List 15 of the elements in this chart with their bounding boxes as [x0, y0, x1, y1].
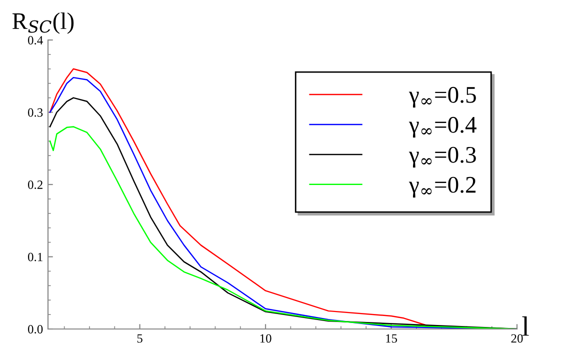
y-tick-label: 0.2 [28, 180, 42, 190]
legend-label: γ$_{∞}$=0.4 [408, 116, 476, 138]
x-tick-label: 5 [137, 334, 142, 343]
y-tick-label: 0.3 [28, 108, 43, 117]
legend-label: γ$_{∞}$=0.3 [408, 146, 476, 168]
x-tick-label: 20 [511, 334, 523, 343]
x-tick-label: 10 [260, 334, 272, 343]
x-axis-title: l [522, 316, 529, 336]
y-tick-label: 0.1 [28, 252, 42, 262]
y-axis-title: R$_{SC}$(l) [12, 12, 74, 34]
legend-label: γ$_{∞}$=0.5 [408, 86, 476, 108]
legend-label: γ$_{∞}$=0.2 [408, 176, 476, 198]
y-tick-label: 0.0 [28, 325, 43, 334]
y-tick-label: 0.4 [28, 36, 43, 45]
x-tick-label: 15 [386, 334, 398, 343]
